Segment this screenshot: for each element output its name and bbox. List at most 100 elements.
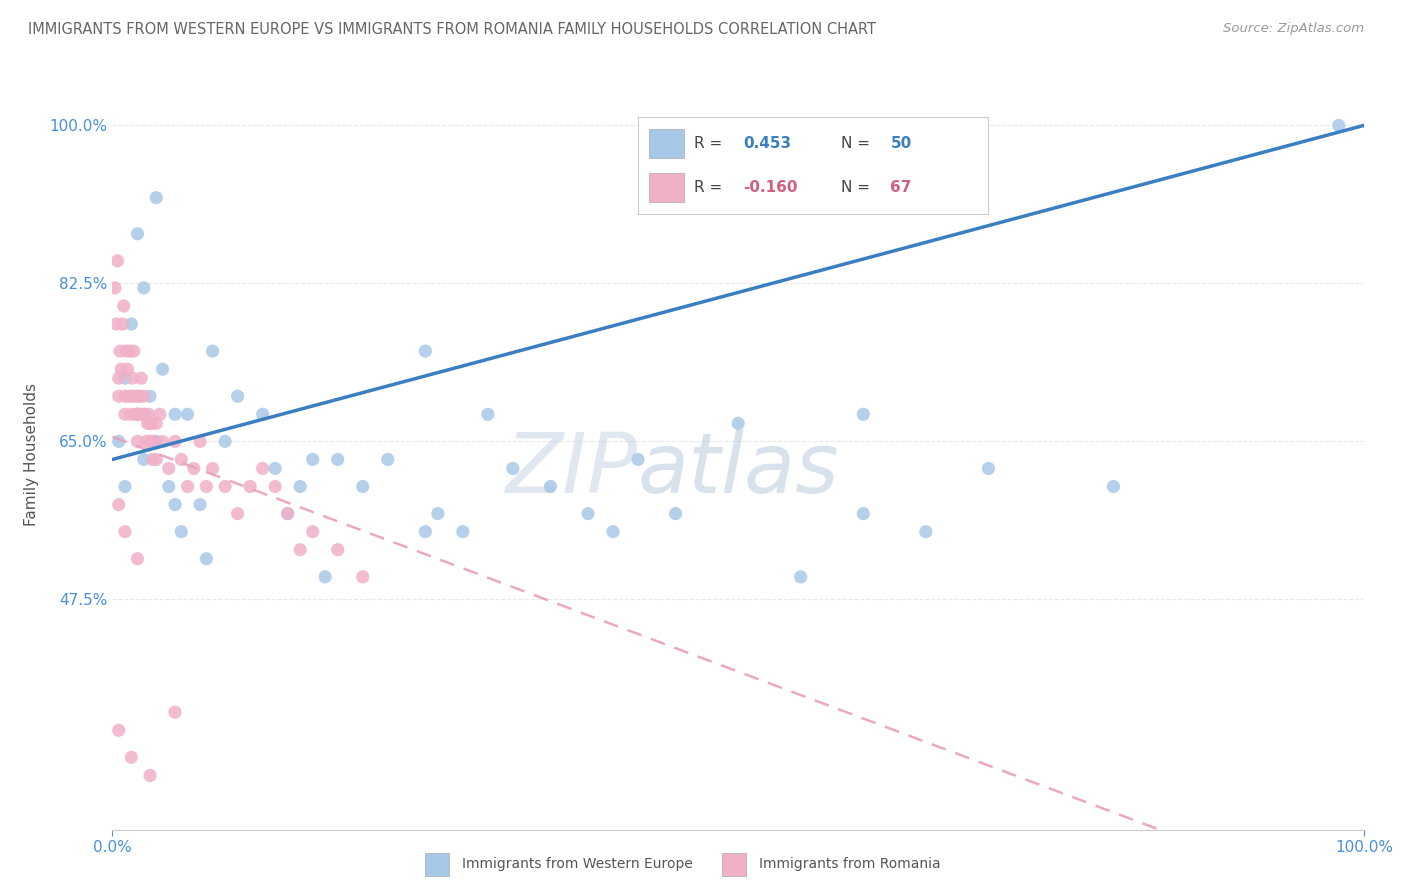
Point [301, 452, 323, 467]
Point [326, 452, 349, 467]
Point [145, 452, 167, 467]
Text: 50: 50 [890, 136, 911, 151]
Point [127, 551, 149, 566]
Point [107, 389, 129, 403]
Point [145, 417, 167, 431]
Point [157, 479, 180, 493]
Point [183, 461, 205, 475]
Point [112, 299, 135, 313]
Point [135, 434, 157, 449]
Point [107, 371, 129, 385]
Text: Source: ZipAtlas.com: Source: ZipAtlas.com [1223, 22, 1364, 36]
Point [111, 317, 134, 331]
Point [852, 507, 875, 521]
Point [188, 434, 211, 449]
Point [115, 344, 138, 359]
Point [139, 434, 162, 449]
Point [120, 389, 142, 403]
Point [176, 479, 198, 493]
Point [301, 524, 323, 539]
Bar [648, 173, 683, 202]
Point [1327, 119, 1350, 133]
Point [790, 570, 813, 584]
Point [132, 281, 155, 295]
Point [131, 407, 153, 421]
Point [214, 479, 236, 493]
Point [163, 434, 186, 449]
Text: R =: R = [695, 136, 727, 151]
Point [277, 507, 299, 521]
Point [139, 768, 162, 782]
Point [727, 417, 749, 431]
Point [290, 542, 312, 557]
Point [538, 479, 561, 493]
Point [127, 407, 149, 421]
Point [502, 461, 524, 475]
Point [602, 524, 624, 539]
Point [264, 479, 287, 493]
Point [104, 281, 127, 295]
Point [163, 498, 186, 512]
Point [107, 498, 129, 512]
Point [139, 389, 162, 403]
Point [127, 434, 149, 449]
Point [114, 389, 136, 403]
Text: R =: R = [695, 180, 727, 195]
Point [128, 407, 150, 421]
Point [152, 362, 174, 376]
Point [107, 723, 129, 738]
Text: ZIP: ZIP [506, 429, 638, 510]
Point [114, 407, 136, 421]
Point [201, 461, 224, 475]
Point [214, 434, 236, 449]
Point [120, 317, 142, 331]
Point [122, 344, 145, 359]
Point [314, 570, 336, 584]
Point [1102, 479, 1125, 493]
Point [114, 479, 136, 493]
Point [226, 389, 249, 403]
Text: atlas: atlas [638, 429, 839, 510]
Point [141, 417, 163, 431]
Text: N =: N = [841, 180, 875, 195]
Point [129, 389, 152, 403]
Point [252, 461, 274, 475]
Point [163, 407, 186, 421]
Point [277, 507, 299, 521]
Point [290, 479, 312, 493]
Point [127, 389, 149, 403]
Point [145, 191, 167, 205]
Point [127, 407, 149, 421]
Point [117, 362, 139, 376]
Point [139, 417, 162, 431]
Point [127, 227, 149, 241]
Point [426, 507, 449, 521]
Point [118, 389, 141, 403]
Point [176, 407, 198, 421]
Point [125, 407, 148, 421]
Bar [721, 853, 747, 876]
Text: Immigrants from Romania: Immigrants from Romania [759, 857, 941, 871]
Point [114, 524, 136, 539]
Point [149, 407, 172, 421]
Point [188, 498, 211, 512]
Point [352, 570, 374, 584]
Text: Immigrants from Western Europe: Immigrants from Western Europe [461, 857, 693, 871]
Point [413, 524, 436, 539]
Point [136, 417, 159, 431]
Point [163, 705, 186, 719]
Point [627, 452, 650, 467]
Point [105, 317, 128, 331]
Text: -0.160: -0.160 [744, 180, 797, 195]
Point [132, 452, 155, 467]
Point [664, 507, 686, 521]
Point [226, 507, 249, 521]
Point [132, 389, 155, 403]
Point [110, 362, 132, 376]
Point [195, 551, 218, 566]
Point [121, 371, 143, 385]
Bar [648, 128, 683, 158]
Point [145, 434, 167, 449]
Point [201, 344, 224, 359]
Bar [425, 853, 450, 876]
